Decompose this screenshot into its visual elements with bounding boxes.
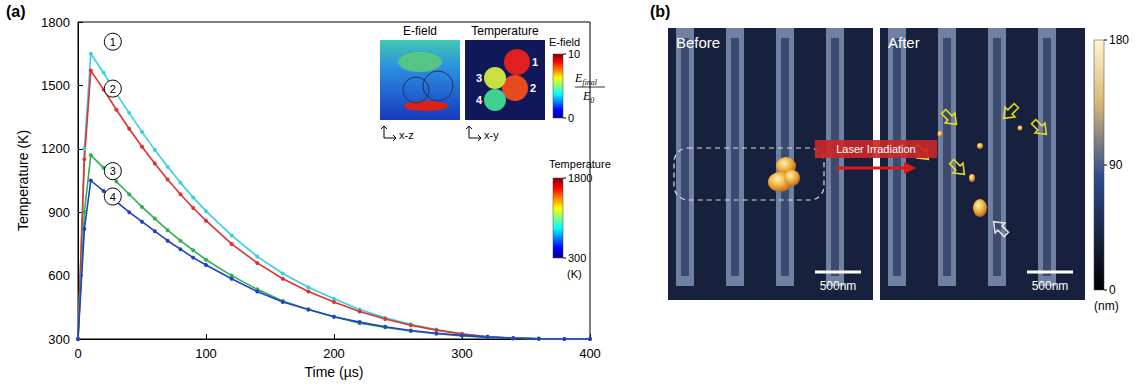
svg-text:1: 1	[532, 56, 538, 68]
svg-text:180: 180	[1109, 33, 1129, 47]
svg-text:E-field: E-field	[403, 24, 437, 38]
svg-text:3: 3	[110, 165, 116, 177]
svg-text:500nm: 500nm	[820, 279, 857, 293]
svg-text:300: 300	[451, 346, 473, 361]
svg-text:1500: 1500	[41, 78, 70, 93]
svg-text:10: 10	[568, 48, 580, 60]
svg-text:3: 3	[476, 72, 482, 84]
svg-text:1800: 1800	[41, 15, 70, 30]
svg-text:100: 100	[195, 346, 217, 361]
svg-text:0: 0	[1109, 283, 1116, 297]
svg-text:x-z: x-z	[399, 129, 414, 141]
svg-text:0: 0	[568, 112, 574, 124]
svg-text:Efinal: Efinal	[574, 71, 598, 87]
svg-text:200: 200	[323, 346, 345, 361]
svg-text:1800: 1800	[568, 172, 592, 184]
svg-text:300: 300	[48, 332, 70, 347]
svg-text:600: 600	[48, 268, 70, 283]
svg-text:1: 1	[110, 36, 116, 48]
svg-text:(nm): (nm)	[1094, 299, 1119, 313]
svg-text:E0: E0	[582, 89, 594, 105]
svg-text:Before: Before	[676, 34, 720, 51]
svg-text:E-field: E-field	[549, 36, 580, 48]
svg-text:(b): (b)	[650, 3, 670, 20]
svg-text:Laser Irradiation: Laser Irradiation	[836, 143, 916, 155]
svg-text:300: 300	[568, 252, 586, 264]
svg-text:1200: 1200	[41, 141, 70, 156]
svg-text:90: 90	[1109, 158, 1123, 172]
svg-text:(a): (a)	[6, 3, 26, 20]
svg-text:Time (µs): Time (µs)	[305, 364, 364, 380]
svg-text:After: After	[888, 34, 920, 51]
svg-text:x-y: x-y	[484, 129, 499, 141]
svg-text:Temperature (K): Temperature (K)	[15, 130, 31, 231]
svg-text:Temperature: Temperature	[471, 24, 539, 38]
svg-text:400: 400	[579, 346, 601, 361]
svg-text:500nm: 500nm	[1032, 279, 1069, 293]
svg-text:2: 2	[530, 82, 536, 94]
svg-text:2: 2	[110, 83, 116, 95]
svg-text:900: 900	[48, 205, 70, 220]
svg-text:4: 4	[476, 94, 483, 106]
svg-text:0: 0	[74, 346, 81, 361]
svg-text:Temperature: Temperature	[549, 158, 611, 170]
svg-text:(K): (K)	[567, 268, 582, 280]
svg-text:4: 4	[110, 191, 116, 203]
